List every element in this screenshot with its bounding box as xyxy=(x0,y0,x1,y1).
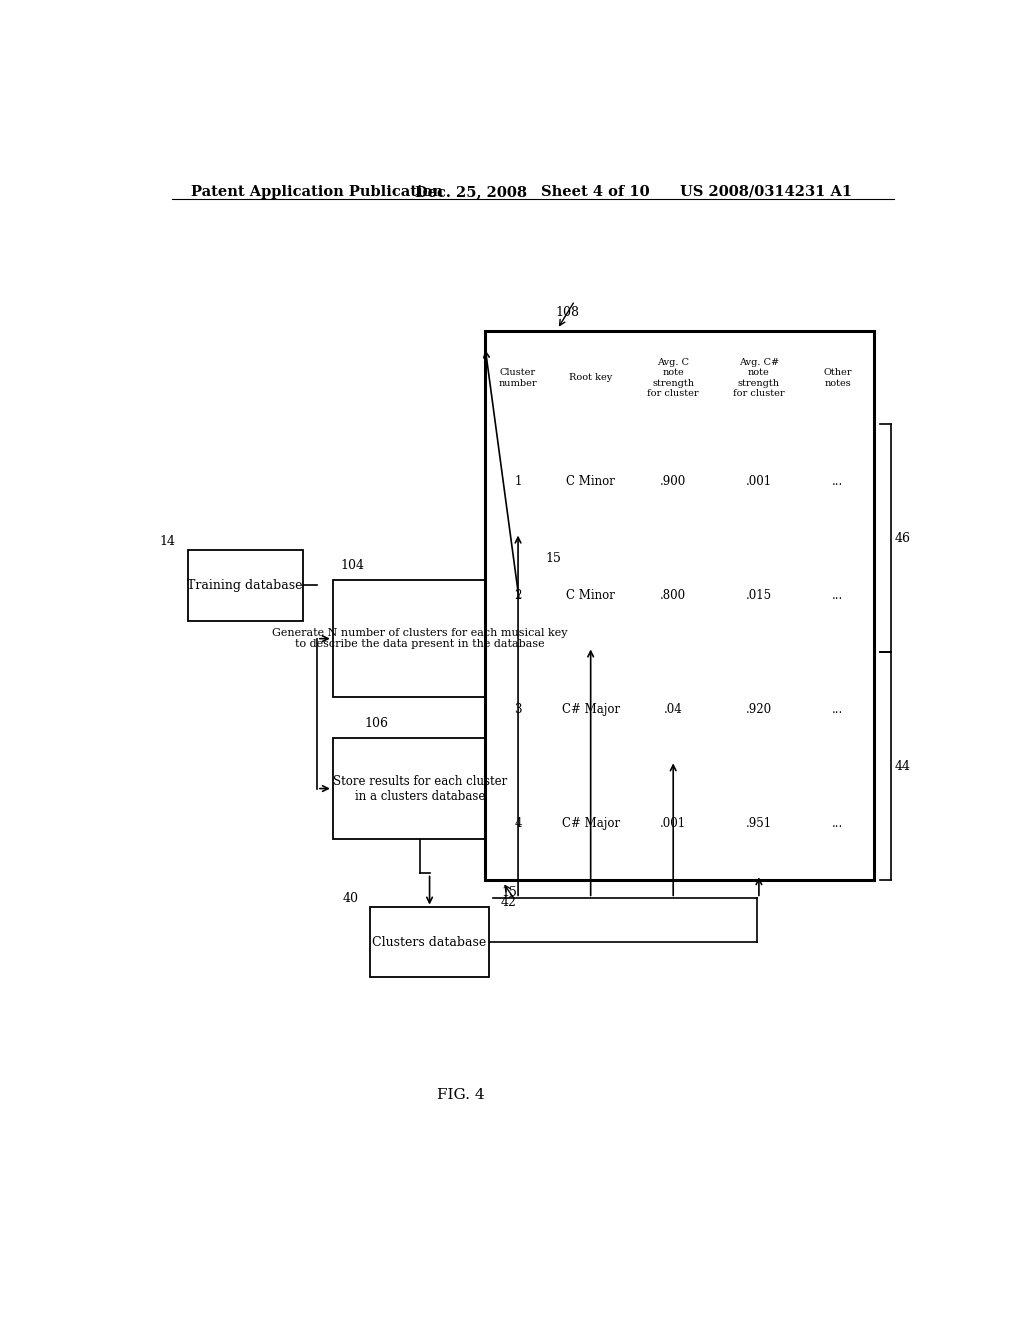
Text: 104: 104 xyxy=(341,560,365,572)
Text: C# Major: C# Major xyxy=(561,702,620,715)
Text: Generate N number of clusters for each musical key
to describe the data present : Generate N number of clusters for each m… xyxy=(272,628,567,649)
Text: 44: 44 xyxy=(895,759,910,772)
Bar xyxy=(187,549,303,620)
Text: 108: 108 xyxy=(555,306,579,319)
Text: ...: ... xyxy=(833,702,844,715)
Text: .015: .015 xyxy=(745,589,772,602)
Text: Training database: Training database xyxy=(187,578,303,591)
Text: Avg. C
note
strength
for cluster: Avg. C note strength for cluster xyxy=(647,358,699,397)
Text: .951: .951 xyxy=(745,817,772,829)
Text: .001: .001 xyxy=(660,817,686,829)
Text: ...: ... xyxy=(833,589,844,602)
Text: .900: .900 xyxy=(660,475,686,488)
Bar xyxy=(370,907,489,977)
Text: 4: 4 xyxy=(514,817,522,829)
Text: ...: ... xyxy=(833,475,844,488)
Text: 2: 2 xyxy=(514,589,522,602)
Text: Patent Application Publication: Patent Application Publication xyxy=(191,185,443,199)
Text: Dec. 25, 2008: Dec. 25, 2008 xyxy=(416,185,527,199)
Text: 3: 3 xyxy=(514,702,522,715)
Text: C Minor: C Minor xyxy=(566,589,615,602)
Text: Root key: Root key xyxy=(569,374,612,383)
Text: Sheet 4 of 10: Sheet 4 of 10 xyxy=(541,185,649,199)
Text: C# Major: C# Major xyxy=(561,817,620,829)
Text: .920: .920 xyxy=(745,702,772,715)
Text: .800: .800 xyxy=(660,589,686,602)
Text: ...: ... xyxy=(833,817,844,829)
Bar xyxy=(485,331,873,880)
Bar xyxy=(333,581,507,697)
Text: .04: .04 xyxy=(664,702,683,715)
Text: Other
notes: Other notes xyxy=(823,368,852,388)
Text: Store results for each cluster
in a clusters database: Store results for each cluster in a clus… xyxy=(333,775,507,803)
Text: Avg. C#
note
strength
for cluster: Avg. C# note strength for cluster xyxy=(733,358,784,397)
Text: 15: 15 xyxy=(546,552,561,565)
Text: 46: 46 xyxy=(895,532,910,545)
Text: Clusters database: Clusters database xyxy=(373,936,486,949)
Bar xyxy=(333,738,507,840)
Text: .001: .001 xyxy=(745,475,772,488)
Text: 1: 1 xyxy=(514,475,522,488)
Text: Cluster
number: Cluster number xyxy=(499,368,538,388)
Text: 42: 42 xyxy=(501,895,517,908)
Text: 15: 15 xyxy=(501,886,517,899)
Text: C Minor: C Minor xyxy=(566,475,615,488)
Text: 40: 40 xyxy=(342,892,358,906)
Text: FIG. 4: FIG. 4 xyxy=(437,1088,485,1102)
Text: 106: 106 xyxy=(365,717,388,730)
Text: 14: 14 xyxy=(160,535,176,548)
Text: US 2008/0314231 A1: US 2008/0314231 A1 xyxy=(680,185,852,199)
